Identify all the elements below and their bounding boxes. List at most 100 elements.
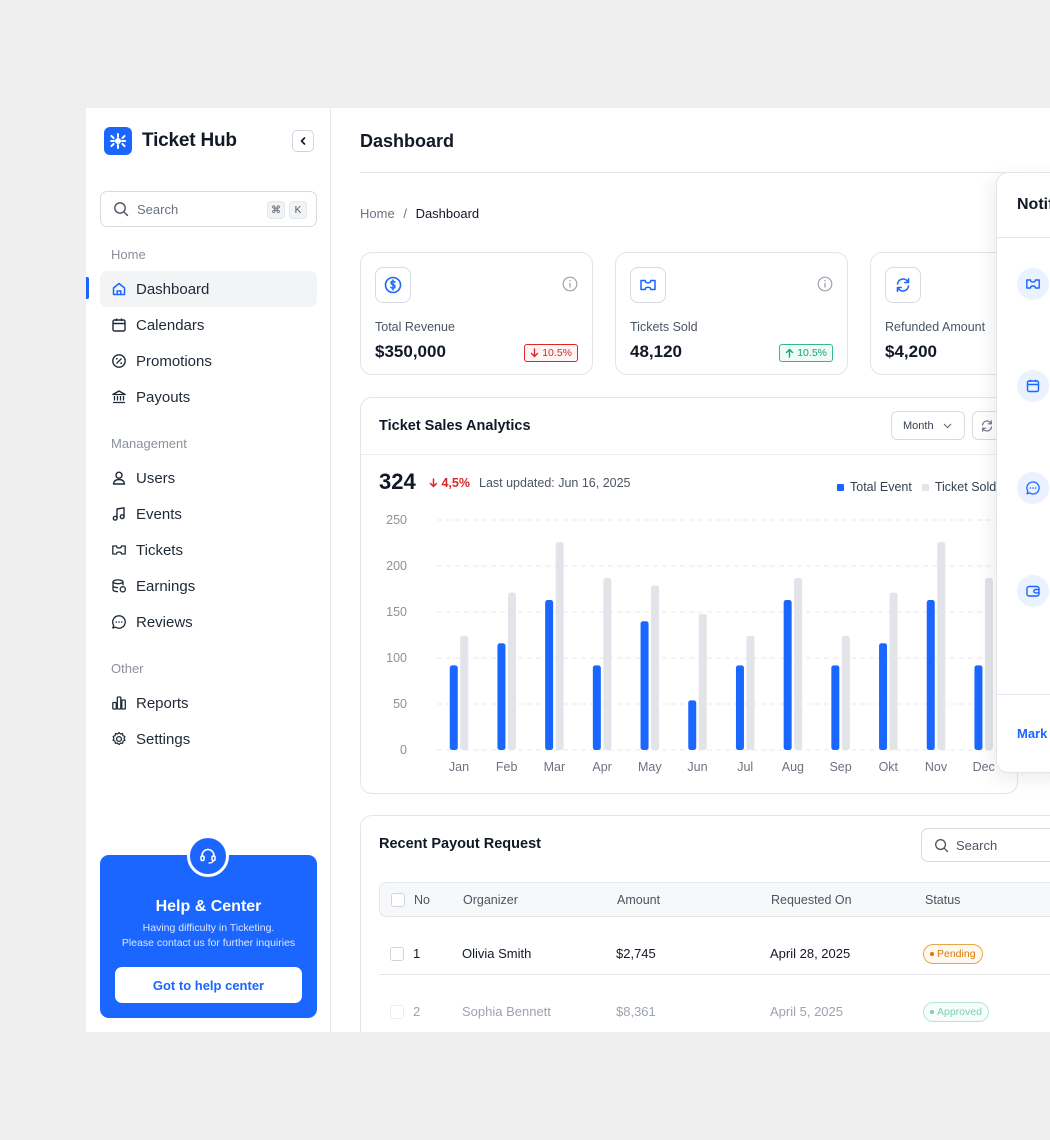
cell-no: 2	[413, 1004, 421, 1019]
sidebar-item-label: Settings	[136, 730, 191, 748]
column-header-status[interactable]: Status	[925, 893, 961, 907]
analytics-divider	[361, 454, 1017, 455]
payout-title: Recent Payout Request	[379, 836, 541, 852]
percent-badge-icon	[112, 354, 126, 368]
mark-all-read-link[interactable]: Mark all as read	[1017, 726, 1050, 741]
info-icon[interactable]	[562, 276, 578, 292]
trend-value: 10.5%	[542, 347, 572, 359]
table-row[interactable]: 2 Sophia Bennett $8,361 April 5, 2025 Ap…	[379, 992, 1050, 1032]
row-checkbox[interactable]	[390, 947, 404, 961]
bar-ticket-sold	[937, 542, 946, 750]
sidebar-item-tickets[interactable]: Tickets	[100, 532, 317, 568]
info-icon[interactable]	[817, 276, 833, 292]
sidebar-item-events[interactable]: Events	[100, 496, 317, 532]
collapse-sidebar-button[interactable]	[292, 130, 314, 152]
help-description: Having difficulty in Ticketing. Please c…	[108, 921, 309, 951]
stat-value: 48,120	[630, 342, 682, 361]
stat-label: Total Revenue	[375, 320, 455, 334]
arrow-down-icon	[429, 478, 438, 488]
sidebar-item-label: Tickets	[136, 541, 183, 559]
column-header-requested-on[interactable]: Requested On	[771, 893, 852, 907]
sidebar-item-label: Earnings	[136, 577, 196, 595]
sidebar-item-calendars[interactable]: Calendars	[100, 307, 317, 343]
bar-total-event	[735, 665, 744, 750]
stat-card-tickets-sold[interactable]: Tickets Sold 48,120 10.5%	[615, 252, 848, 375]
select-all-checkbox[interactable]	[391, 893, 405, 907]
x-tick-label: Apr	[592, 760, 611, 774]
app-window: Ticket Hub Search ⌘ K Home Dashboard Cal…	[86, 108, 1050, 1032]
sidebar-item-reviews[interactable]: Reviews	[100, 604, 317, 640]
notifications-divider	[997, 237, 1050, 238]
column-header-organizer[interactable]: Organizer	[463, 893, 518, 907]
sidebar-item-dashboard[interactable]: Dashboard	[100, 271, 317, 307]
notification-ticket-icon[interactable]	[1017, 268, 1049, 300]
table-row[interactable]: 1 Olivia Smith $2,745 April 28, 2025 Pen…	[379, 934, 1050, 974]
help-line-2: Please contact us for further inquiries	[121, 937, 296, 949]
x-tick-label: Dec	[973, 760, 995, 774]
sidebar-item-users[interactable]: Users	[100, 460, 317, 496]
legend-swatch-ticket-sold	[921, 483, 929, 491]
y-tick-label: 50	[393, 697, 407, 711]
x-tick-label: Mar	[544, 760, 566, 774]
status-dot	[930, 952, 934, 956]
status-badge: Pending	[923, 944, 983, 964]
sidebar-item-label: Users	[136, 469, 176, 487]
help-line-1: Having difficulty in Ticketing.	[142, 922, 275, 934]
sidebar-item-label: Promotions	[136, 352, 212, 370]
bar-ticket-sold	[698, 613, 707, 750]
y-tick-label: 150	[386, 605, 407, 619]
trend-badge: 10.5%	[779, 344, 833, 362]
app-name: Ticket Hub	[142, 130, 237, 151]
sidebar-item-promotions[interactable]: Promotions	[100, 343, 317, 379]
legend-swatch-total-event	[837, 483, 844, 491]
column-header-amount[interactable]: Amount	[617, 893, 661, 907]
bar-total-event	[783, 600, 792, 750]
shortcut-key-k: K	[289, 201, 307, 219]
bar-total-event	[592, 665, 601, 750]
breadcrumb-current: Dashboard	[415, 206, 480, 221]
help-center-button[interactable]: Got to help center	[115, 967, 302, 1003]
payout-search-input[interactable]: Search	[921, 828, 1050, 862]
bar-ticket-sold	[651, 585, 660, 750]
cell-requested-on: April 5, 2025	[770, 1004, 843, 1019]
sidebar-item-label: Reports	[136, 694, 189, 712]
sidebar-item-payouts[interactable]: Payouts	[100, 379, 317, 415]
sidebar-item-label: Events	[136, 505, 182, 523]
x-tick-label: Sep	[829, 760, 851, 774]
notifications-title: Notifications	[1017, 196, 1050, 213]
chart-legend: Total Event Ticket Sold	[837, 480, 996, 494]
column-header-no[interactable]: No	[414, 893, 430, 907]
period-select[interactable]: Month	[891, 411, 965, 440]
refresh-icon	[885, 267, 921, 303]
stat-value: $350,000	[375, 342, 446, 361]
period-value: Month	[903, 419, 934, 432]
headset-icon	[187, 835, 229, 877]
sidebar-item-reports[interactable]: Reports	[100, 685, 317, 721]
coins-icon	[112, 579, 127, 593]
user-icon	[112, 471, 126, 485]
ticket-icon	[112, 545, 126, 555]
notification-wallet-icon[interactable]	[1017, 575, 1049, 607]
bar-chart-icon	[112, 696, 126, 710]
last-updated: Last updated: Jun 16, 2025	[479, 476, 631, 490]
sidebar-item-earnings[interactable]: Earnings	[100, 568, 317, 604]
stat-card-total-revenue[interactable]: Total Revenue $350,000 10.5%	[360, 252, 593, 375]
notification-chat-icon[interactable]	[1017, 472, 1049, 504]
sidebar-search-input[interactable]: Search ⌘ K	[100, 191, 317, 227]
x-tick-label: Feb	[496, 760, 518, 774]
x-tick-label: Nov	[925, 760, 948, 774]
breadcrumb-home[interactable]: Home	[360, 206, 395, 221]
recent-payout-card: Recent Payout Request Search No Organize…	[360, 815, 1050, 1032]
row-checkbox[interactable]	[390, 1005, 404, 1019]
ticket-sales-analytics-card: Ticket Sales Analytics Month 324 4,5% La…	[360, 397, 1019, 794]
sidebar-item-settings[interactable]: Settings	[100, 721, 317, 757]
brand[interactable]: Ticket Hub	[104, 127, 237, 155]
notification-calendar-icon[interactable]	[1017, 370, 1049, 402]
cell-organizer: Sophia Bennett	[462, 1004, 551, 1019]
sidebar: Ticket Hub Search ⌘ K Home Dashboard Cal…	[86, 108, 331, 1032]
sidebar-item-label: Payouts	[136, 388, 191, 406]
bar-total-event	[449, 665, 458, 750]
stat-value: $4,200	[885, 342, 937, 361]
ticket-hub-logo-icon	[104, 127, 132, 155]
chevron-down-icon	[943, 423, 952, 428]
